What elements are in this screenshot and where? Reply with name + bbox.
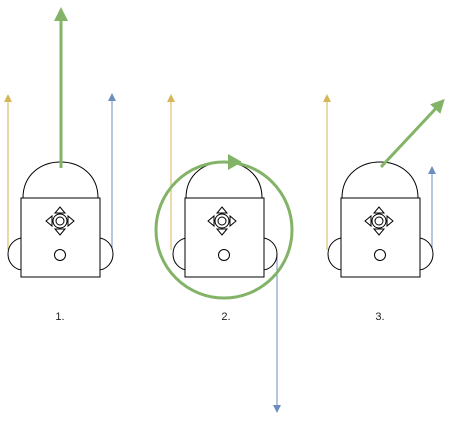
sensor-dot [54,249,66,261]
panel-2: 2. [154,94,294,413]
panel-1: 1. [4,7,116,323]
robot [172,161,278,278]
resultant-arrow [379,98,445,169]
panel-caption: 3. [375,311,384,323]
robot-body [340,197,421,278]
navigation-icon [364,206,394,236]
sensor-dot [218,249,230,261]
robot-dome [341,161,419,199]
rotation-arrowhead [228,154,242,170]
panel-caption: 2. [221,311,230,323]
robot [327,161,434,278]
robot-dome [22,161,99,199]
rotation-circle [154,160,294,300]
panel-caption: 1. [55,311,64,323]
navigation-icon [45,206,75,236]
sensor-dot [374,249,386,261]
robot [7,161,114,278]
panel-3: 3. [323,94,445,323]
navigation-icon [207,206,237,236]
